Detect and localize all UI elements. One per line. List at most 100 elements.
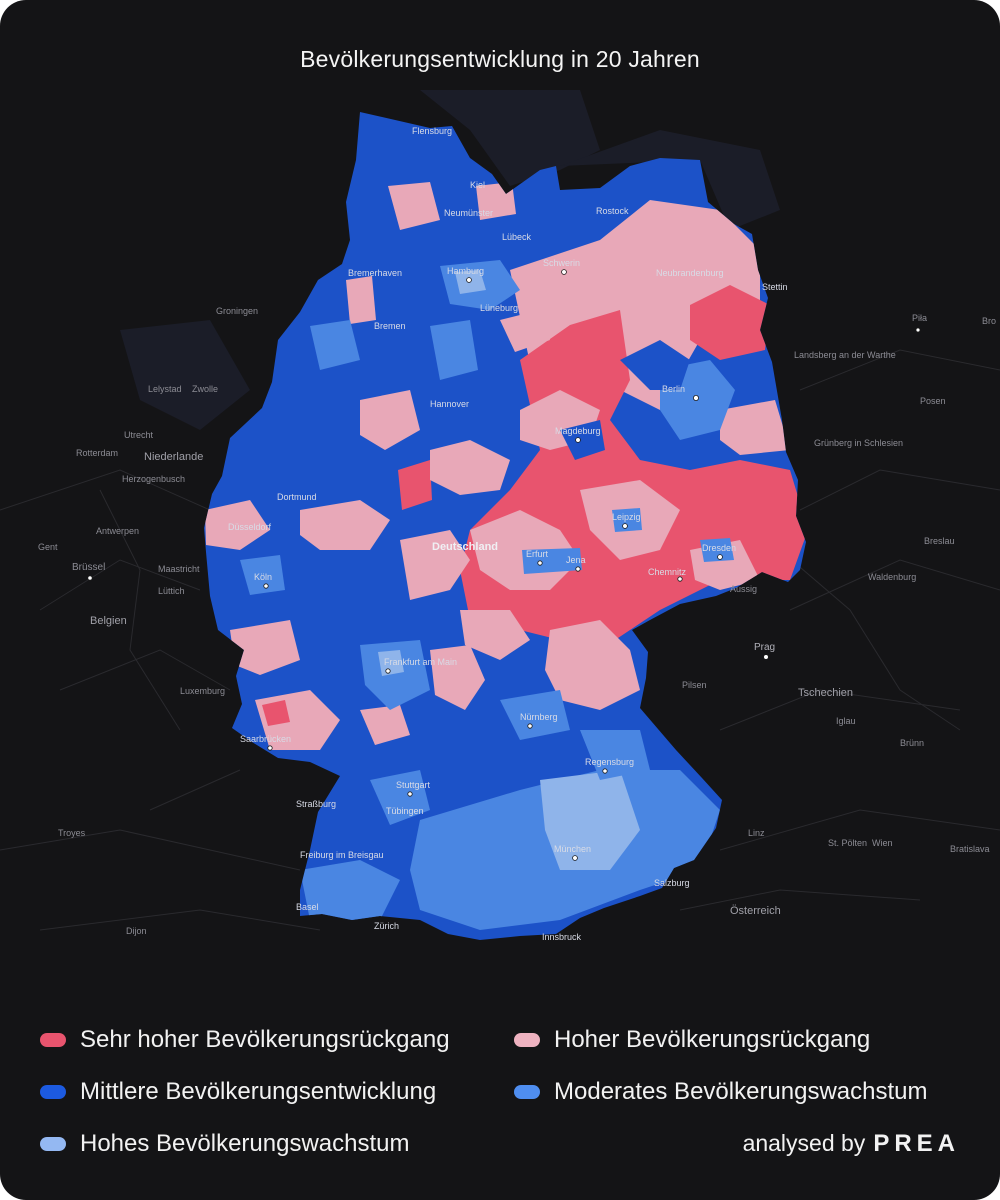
place-label: Grünberg in Schlesien bbox=[814, 438, 903, 448]
region-hoher-rueckgang-cuxhaven[interactable] bbox=[346, 276, 376, 324]
place-label: Aussig bbox=[730, 584, 757, 594]
region-moderates-wachstum-regensburg[interactable] bbox=[580, 730, 650, 780]
city-label: Stettin bbox=[762, 282, 788, 292]
city-label: Düsseldorf bbox=[228, 522, 272, 532]
city-label: Chemnitz bbox=[648, 567, 687, 577]
legend-item-hoher-rueckgang: Hoher Bevölkerungsrückgang bbox=[514, 1026, 870, 1054]
city-label: Nürnberg bbox=[520, 712, 558, 722]
region-sehr-hoher-rueckgang-uckermark[interactable] bbox=[690, 285, 770, 360]
background-water bbox=[120, 90, 780, 430]
city-label: Dortmund bbox=[277, 492, 317, 502]
outside-labels: Groningen Lelystad Zwolle Utrecht Nieder… bbox=[38, 306, 996, 936]
place-label: Niederlande bbox=[144, 451, 203, 463]
place-label: Waldenburg bbox=[868, 572, 916, 582]
place-label: St. Pölten bbox=[828, 838, 867, 848]
city-label: Berlin bbox=[662, 384, 685, 394]
city-label: Frankfurt am Main bbox=[384, 657, 457, 667]
place-label: Lelystad bbox=[148, 384, 182, 394]
legend-swatch bbox=[514, 1033, 540, 1047]
region-hoher-rueckgang-oberfranken[interactable] bbox=[545, 620, 640, 710]
region-hoher-rueckgang-luechow[interactable] bbox=[500, 310, 550, 352]
legend-label: Moderates Bevölkerungswachstum bbox=[554, 1078, 928, 1105]
place-label: Lüttich bbox=[158, 586, 185, 596]
region-moderates-wachstum-bodensee[interactable] bbox=[300, 860, 400, 920]
region-moderates-wachstum-erfurt-jena[interactable] bbox=[522, 548, 582, 574]
city-label: Straßburg bbox=[296, 799, 336, 809]
city-label: Leipzig bbox=[612, 512, 641, 522]
region-sehr-hoher-rueckgang-saar[interactable] bbox=[262, 700, 290, 726]
region-hoher-rueckgang-heide[interactable] bbox=[360, 390, 420, 450]
place-label: Piła bbox=[912, 313, 927, 323]
place-label: Iglau bbox=[836, 716, 856, 726]
city-label: Basel bbox=[296, 902, 319, 912]
region-moderates-wachstum-stuttgart[interactable] bbox=[370, 770, 430, 825]
region-hohes-wachstum-frankfurt[interactable] bbox=[378, 650, 404, 676]
region-hoher-rueckgang-odenwald[interactable] bbox=[430, 645, 485, 710]
region-hoher-rueckgang-franken-west[interactable] bbox=[460, 610, 530, 660]
city-label: Innsbruck bbox=[542, 932, 582, 942]
city-label: Lüneburg bbox=[480, 303, 518, 313]
germany-regions[interactable] bbox=[205, 182, 808, 930]
city-label: Bremen bbox=[374, 321, 406, 331]
city-label: Dresden bbox=[702, 543, 736, 553]
background-roads bbox=[0, 349, 1000, 931]
place-label: Utrecht bbox=[124, 430, 154, 440]
region-hoher-rueckgang-ruhr-west[interactable] bbox=[205, 500, 270, 550]
place-label: Brünn bbox=[900, 738, 924, 748]
place-label: Herzogenbusch bbox=[122, 474, 185, 484]
region-hoher-rueckgang-nordhessen[interactable] bbox=[400, 530, 470, 600]
legend-item-moderates-wachstum: Moderates Bevölkerungswachstum bbox=[514, 1078, 928, 1106]
place-label: Gent bbox=[38, 542, 58, 552]
place-label: Maastricht bbox=[158, 564, 200, 574]
region-hoher-rueckgang-hunsrueck[interactable] bbox=[360, 705, 410, 745]
region-moderates-wachstum-koeln[interactable] bbox=[240, 555, 285, 595]
place-label: Bro bbox=[982, 316, 996, 326]
region-hoher-rueckgang-brandenburg-sued[interactable] bbox=[720, 400, 790, 455]
region-sehr-hoher-rueckgang-hoexter[interactable] bbox=[398, 460, 432, 510]
city-label: Tübingen bbox=[386, 806, 424, 816]
germany-map[interactable]: Flensburg Kiel Neumünster Lübeck Rostock… bbox=[0, 90, 1000, 970]
city-label: Magdeburg bbox=[555, 426, 601, 436]
city-label: Salzburg bbox=[654, 878, 690, 888]
city-label: Lübeck bbox=[502, 232, 532, 242]
legend-swatch bbox=[514, 1085, 540, 1099]
region-hoher-rueckgang-niedersachsen-sued[interactable] bbox=[430, 440, 510, 495]
map-area[interactable]: Flensburg Kiel Neumünster Lübeck Rostock… bbox=[0, 90, 1000, 970]
place-label: Pilsen bbox=[682, 680, 707, 690]
region-hoher-rueckgang-sauerland[interactable] bbox=[300, 500, 390, 550]
legend-item-hohes-wachstum: Hohes Bevölkerungswachstum bbox=[40, 1130, 410, 1158]
place-label: Brüssel bbox=[72, 562, 105, 573]
city-label: Hamburg bbox=[447, 266, 484, 276]
region-moderates-wachstum-leipzig[interactable] bbox=[612, 508, 642, 532]
legend: Sehr hoher Bevölkerungsrückgang Hoher Be… bbox=[40, 1026, 970, 1176]
city-label: Hannover bbox=[430, 399, 469, 409]
region-mittlere-magdeburg[interactable] bbox=[560, 420, 605, 460]
city-dots bbox=[87, 269, 921, 861]
city-label: Deutschland bbox=[432, 541, 498, 553]
region-mittlere-brandenburg[interactable] bbox=[620, 340, 690, 390]
place-label: Breslau bbox=[924, 536, 955, 546]
legend-label: Hoher Bevölkerungsrückgang bbox=[554, 1026, 871, 1053]
city-label: München bbox=[554, 844, 591, 854]
city-label: Erfurt bbox=[526, 549, 549, 559]
city-label: Stuttgart bbox=[396, 780, 431, 790]
region-hoher-rueckgang-dithmarschen[interactable] bbox=[388, 182, 440, 230]
region-hohes-wachstum-muenchen[interactable] bbox=[540, 770, 640, 870]
place-label: Belgien bbox=[90, 615, 127, 627]
map-title: Bevölkerungsentwicklung in 20 Jahren bbox=[300, 46, 700, 72]
city-label: Regensburg bbox=[585, 757, 634, 767]
city-label: Schwerin bbox=[543, 258, 580, 268]
place-label: Groningen bbox=[216, 306, 258, 316]
region-moderates-wachstum-dresden[interactable] bbox=[700, 538, 734, 562]
place-label: Antwerpen bbox=[96, 526, 139, 536]
credit-prefix: analysed by bbox=[742, 1130, 866, 1156]
city-label: Jena bbox=[566, 555, 586, 565]
place-label: Wien bbox=[872, 838, 893, 848]
region-moderates-wachstum-hannover[interactable] bbox=[430, 320, 478, 380]
region-moderates-wachstum-oldenburg[interactable] bbox=[310, 320, 360, 370]
region-moderates-wachstum-frankfurt[interactable] bbox=[360, 640, 430, 710]
city-label: Kiel bbox=[470, 180, 485, 190]
region-moderates-wachstum-nuernberg[interactable] bbox=[500, 690, 570, 740]
region-hoher-rueckgang-eifel[interactable] bbox=[230, 620, 300, 675]
